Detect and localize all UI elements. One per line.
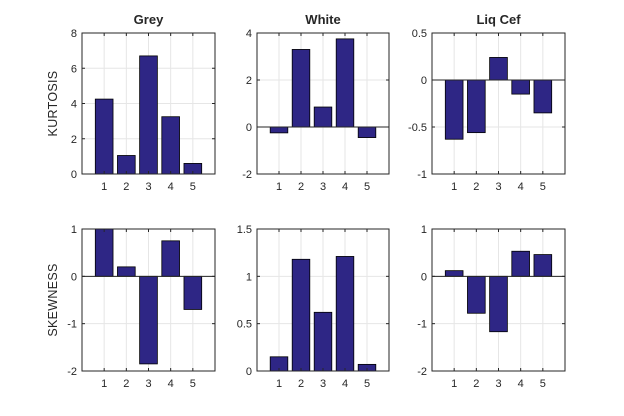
subplot-title: Grey: [134, 12, 164, 27]
bar-1: [94, 98, 114, 175]
y-tick-label: -1: [417, 319, 427, 331]
x-tick-label: 4: [518, 378, 524, 390]
x-tick-label: 3: [495, 378, 501, 390]
x-tick-label: 1: [276, 378, 282, 390]
y-axis-label: SKEWNESS: [46, 263, 60, 336]
subplot-title: White: [305, 12, 340, 27]
bar-2: [467, 79, 486, 134]
bar-4: [161, 240, 180, 277]
subplot-4: -2 -1 0 1 1 2 3 4 5 SKEWNESS: [46, 224, 216, 390]
x-tick-label: 1: [101, 181, 107, 193]
bar-2: [117, 266, 136, 277]
y-tick-label: 2: [246, 75, 252, 87]
y-tick-label: -2: [417, 366, 427, 378]
bar-2: [291, 258, 311, 372]
bar-4: [335, 38, 355, 128]
y-tick-label: -0.5: [408, 122, 427, 134]
y-tick-label: -2: [242, 169, 252, 181]
subplot-2: -2 0 2 4 1 2 3 4 5 White: [242, 12, 390, 193]
x-tick-label: 5: [190, 181, 196, 193]
y-tick-label: 1: [71, 224, 77, 236]
bar-2: [467, 275, 486, 314]
y-tick-label: -2: [67, 366, 77, 378]
bar-3: [313, 311, 333, 372]
bar-5: [183, 275, 203, 310]
x-tick-label: 5: [364, 378, 370, 390]
x-tick-label: 4: [168, 378, 174, 390]
y-tick-label: 0: [246, 122, 252, 134]
y-tick-label: 0: [421, 75, 427, 87]
y-tick-label: 2: [71, 134, 77, 146]
subplot-1: 0 2 4 6 8 1 2 3 4 5 Grey KURTOSIS: [46, 12, 216, 193]
bar-5: [533, 79, 553, 114]
y-tick-label: 4: [71, 99, 77, 111]
bar-3: [139, 55, 158, 175]
y-tick-label: 0: [71, 271, 77, 283]
y-tick-label: 6: [71, 63, 77, 75]
x-tick-label: 3: [145, 181, 151, 193]
subplot-5: 0 0.5 1 1.5 1 2 3 4 5: [237, 224, 390, 390]
y-axis-label: KURTOSIS: [46, 71, 60, 137]
subplot-6: -2 -1 0 1 1 2 3 4 5: [417, 224, 566, 390]
x-tick-label: 3: [320, 181, 326, 193]
x-tick-label: 1: [451, 181, 457, 193]
x-tick-label: 2: [473, 181, 479, 193]
y-tick-label: -1: [417, 169, 427, 181]
bar-5: [533, 254, 553, 277]
subplot-title: Liq Cef: [476, 12, 521, 27]
bar-1: [94, 228, 114, 277]
bar-4: [511, 250, 530, 277]
bar-1: [269, 126, 289, 134]
x-tick-label: 4: [518, 181, 524, 193]
x-tick-label: 4: [168, 181, 174, 193]
bar-4: [511, 79, 530, 95]
bar-1: [444, 270, 464, 277]
bar-3: [489, 275, 508, 333]
x-tick-label: 3: [145, 378, 151, 390]
x-tick-label: 2: [298, 181, 304, 193]
bar-4: [161, 116, 180, 175]
y-tick-label: -1: [67, 319, 77, 331]
y-tick-label: 8: [71, 28, 77, 40]
subplot-3: -1 -0.5 0 0.5 1 2 3 4 5 Liq Cef: [408, 12, 566, 193]
bar-5: [357, 126, 377, 138]
bar-4: [335, 256, 355, 372]
x-tick-label: 5: [540, 181, 546, 193]
bar-3: [313, 106, 333, 128]
bar-1: [444, 79, 464, 140]
x-tick-label: 2: [298, 378, 304, 390]
y-tick-label: 0: [71, 169, 77, 181]
x-tick-label: 4: [342, 181, 348, 193]
x-tick-label: 4: [342, 378, 348, 390]
x-tick-label: 1: [101, 378, 107, 390]
bar-3: [489, 57, 508, 81]
x-tick-label: 5: [540, 378, 546, 390]
x-tick-label: 1: [276, 181, 282, 193]
y-tick-label: 0.5: [412, 28, 427, 40]
x-tick-label: 3: [495, 181, 501, 193]
x-tick-label: 3: [320, 378, 326, 390]
y-tick-label: 4: [246, 28, 252, 40]
y-tick-label: 1.5: [237, 224, 252, 236]
x-tick-label: 2: [123, 378, 129, 390]
x-tick-label: 2: [123, 181, 129, 193]
y-tick-label: 1: [421, 224, 427, 236]
x-tick-label: 5: [364, 181, 370, 193]
x-tick-label: 5: [190, 378, 196, 390]
y-tick-label: 0: [421, 271, 427, 283]
x-tick-label: 2: [473, 378, 479, 390]
y-tick-label: 0: [246, 366, 252, 378]
x-tick-label: 1: [451, 378, 457, 390]
y-tick-label: 1: [246, 271, 252, 283]
bar-3: [139, 275, 158, 365]
bar-2: [291, 49, 311, 128]
y-tick-label: 0.5: [237, 319, 252, 331]
